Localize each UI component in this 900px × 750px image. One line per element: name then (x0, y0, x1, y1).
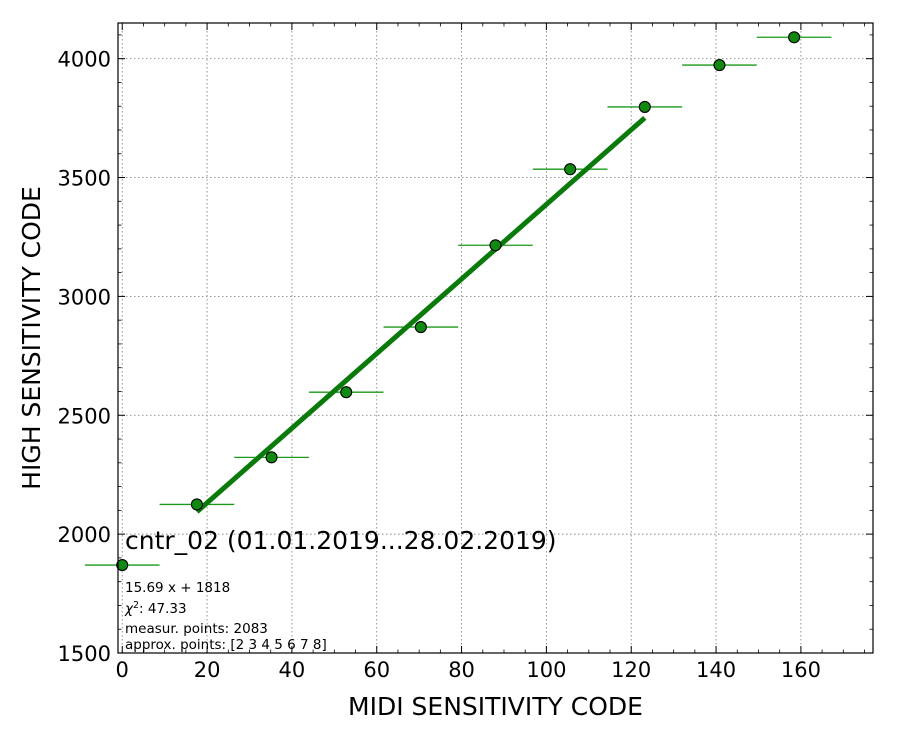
annotation-equation: 15.69 x + 1818 (125, 580, 230, 596)
data-point (190, 498, 203, 511)
data-point (414, 321, 427, 334)
data-point (564, 163, 577, 176)
y-tick-label: 2000 (58, 523, 111, 547)
x-tick-label: 40 (279, 658, 306, 682)
x-tick-label: 120 (611, 658, 651, 682)
x-tick-label: 60 (363, 658, 390, 682)
data-point (116, 558, 129, 572)
grid (118, 23, 873, 654)
fit-line (195, 115, 647, 514)
x-tick-label: 80 (448, 658, 475, 682)
chi2-symbol: χ (124, 601, 134, 617)
plot-frame (117, 22, 874, 654)
data-point (788, 31, 801, 44)
fit-line-layer (195, 115, 647, 514)
data-point (265, 451, 278, 464)
y-axis-title: HIGH SENSITIVITY CODE (17, 186, 46, 490)
data-point (340, 386, 353, 399)
x-tick-label: 160 (781, 658, 821, 682)
chi2-value: : 47.33 (139, 601, 187, 617)
x-axis-title: MIDI SENSITIVITY CODE (348, 692, 643, 721)
data-point (489, 239, 502, 252)
y-tick-label: 3500 (58, 167, 111, 191)
data-point (638, 100, 651, 113)
data-point (713, 59, 726, 72)
x-tick-label: 0 (116, 658, 129, 682)
fit-annotation: cntr_02 (01.01.2019...28.02.2019) 15.69 … (124, 526, 557, 653)
y-tick-label: 3000 (58, 285, 111, 309)
y-tick-label: 2500 (58, 404, 111, 428)
annotation-approx-points: approx. points: [2 3 4 5 6 7 8] (125, 637, 327, 653)
chi2-power: 2 (133, 600, 139, 611)
annotation-chi2: χ2: 47.33 (124, 600, 187, 618)
annotation-title: cntr_02 (01.01.2019...28.02.2019) (125, 526, 557, 555)
x-tick-label: 20 (194, 658, 221, 682)
y-tick-label: 1500 (58, 642, 111, 666)
annotation-measured-points: measur. points: 2083 (125, 621, 268, 637)
data-points (116, 31, 801, 572)
x-tick-label: 100 (526, 658, 566, 682)
x-tick-label: 140 (696, 658, 736, 682)
y-tick-label: 4000 (58, 48, 111, 72)
